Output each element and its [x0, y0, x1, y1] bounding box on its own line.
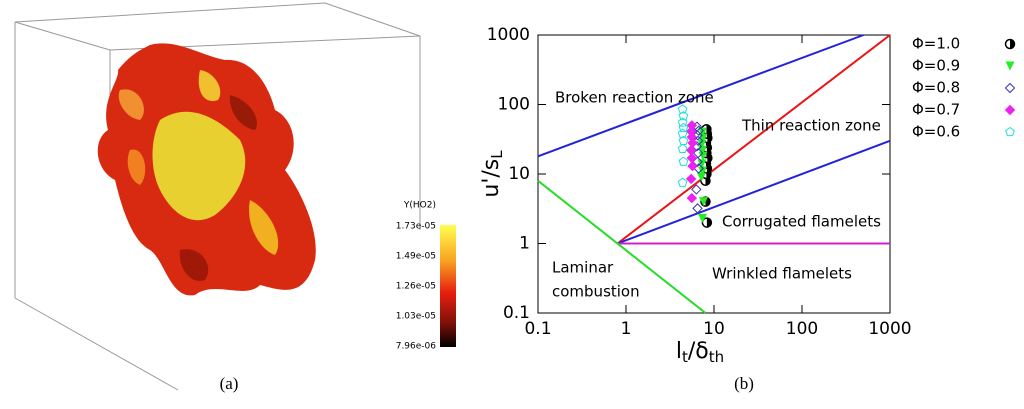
point — [677, 143, 688, 154]
colorbar-label: 1.03e-05 — [396, 312, 436, 322]
caption: (b) — [734, 374, 754, 393]
x-tick-label: 100 — [786, 319, 818, 339]
regime-label: Corrugated flamelets — [722, 213, 881, 231]
point — [691, 184, 702, 195]
x-tick-label: 1 — [621, 319, 632, 339]
point — [692, 147, 704, 159]
legend-label: Φ=0.6 — [912, 123, 960, 141]
point — [697, 127, 707, 137]
point — [697, 159, 707, 169]
point — [693, 125, 704, 136]
point — [697, 139, 707, 149]
point — [685, 173, 697, 185]
regime-label: Laminar — [552, 259, 614, 277]
point — [696, 172, 706, 182]
legend-marker — [1004, 82, 1016, 94]
y-tick-label: 1000 — [487, 25, 530, 45]
colorbar-label: 7.96e-06 — [396, 342, 437, 352]
marker-fill — [706, 124, 711, 134]
point — [685, 126, 697, 137]
x-axis-label: lt/δth — [676, 339, 724, 366]
point — [698, 151, 708, 161]
y-tick-label: 1 — [519, 234, 530, 254]
isosurface — [97, 43, 316, 296]
y-tick-label: 0.1 — [503, 303, 530, 323]
point — [698, 133, 708, 143]
regime-label: combustion — [552, 283, 640, 301]
point — [697, 213, 707, 223]
regime-boundary — [537, 179, 707, 314]
point — [677, 104, 688, 114]
point — [686, 120, 698, 131]
y-tick-label: 100 — [498, 95, 530, 115]
regime-label: Thin reaction zone — [741, 117, 881, 135]
y-tick-label: 10 — [508, 164, 530, 184]
colorbar — [440, 225, 456, 347]
legend-label: Φ=1.0 — [912, 35, 960, 53]
legend-marker — [1005, 61, 1015, 71]
point — [678, 111, 689, 121]
regime-boundary — [616, 34, 891, 245]
point — [699, 197, 709, 207]
regime-boundary — [617, 139, 891, 245]
caption: (a) — [220, 374, 239, 393]
legend-marker — [1004, 104, 1016, 116]
marker-fill — [1010, 39, 1015, 49]
point — [678, 156, 689, 166]
marker-fill — [706, 218, 712, 228]
point — [692, 135, 704, 147]
point — [677, 117, 688, 127]
point — [677, 128, 688, 138]
colorbar-title: Y(HO2) — [403, 201, 436, 211]
point — [686, 192, 698, 204]
regime-label: Broken reaction zone — [555, 89, 714, 107]
colorbar-label: 1.73e-05 — [396, 222, 436, 232]
point — [697, 166, 707, 176]
colorbar-label: 1.26e-05 — [396, 282, 436, 292]
legend-label: Φ=0.9 — [912, 57, 960, 75]
legend-label: Φ=0.8 — [912, 79, 960, 97]
point — [687, 160, 698, 172]
regime-boundary — [537, 34, 864, 158]
regime-label: Wrinkled flamelets — [712, 265, 852, 283]
x-tick-label: 0.1 — [524, 319, 551, 339]
point — [677, 177, 688, 187]
colorbar-label: 1.49e-05 — [396, 252, 436, 262]
point — [678, 135, 689, 145]
legend-marker — [1005, 126, 1015, 137]
legend-marker — [1004, 38, 1016, 50]
legend-label: Φ=0.7 — [912, 101, 960, 119]
point — [686, 152, 698, 164]
x-tick-label: 1000 — [868, 319, 911, 339]
y-axis-label: u'/sL — [479, 150, 506, 198]
point — [685, 144, 697, 156]
x-tick-label: 10 — [703, 319, 725, 339]
point — [692, 203, 703, 214]
